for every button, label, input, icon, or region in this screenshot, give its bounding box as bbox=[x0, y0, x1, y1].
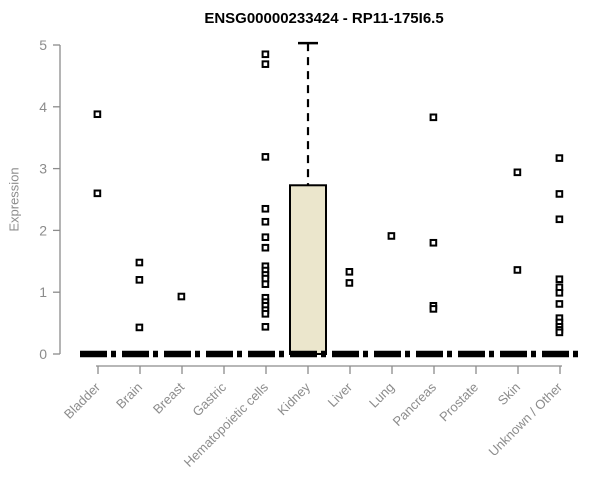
x-tick-label: Pancreas bbox=[390, 379, 440, 429]
outlier-point bbox=[261, 233, 270, 241]
x-tick-label: Brain bbox=[113, 380, 145, 412]
outlier-point bbox=[513, 266, 522, 274]
y-tick-label: 5 bbox=[39, 37, 47, 53]
outlier-point bbox=[261, 310, 270, 318]
outlier-point bbox=[135, 258, 144, 267]
outlier-point bbox=[555, 300, 564, 308]
outlier-point bbox=[555, 215, 564, 224]
x-tick-label: Skin bbox=[495, 380, 523, 408]
x-tick-label: Prostate bbox=[436, 380, 481, 425]
outlier-point bbox=[555, 154, 564, 162]
x-tick-label: Kidney bbox=[274, 379, 313, 418]
outlier-point bbox=[93, 189, 102, 198]
outlier-point bbox=[555, 289, 564, 297]
x-tick-label: Gastric bbox=[189, 379, 229, 419]
outlier-point bbox=[135, 323, 144, 332]
outlier-point bbox=[555, 190, 564, 198]
outlier-point bbox=[345, 268, 354, 276]
outlier-point bbox=[261, 153, 270, 161]
outlier-point bbox=[261, 323, 270, 331]
x-tick-label: Unknown / Other bbox=[486, 379, 566, 459]
x-tick-label: Liver bbox=[325, 379, 356, 410]
y-axis-title: Expression bbox=[6, 167, 22, 232]
outlier-point bbox=[429, 305, 438, 313]
outlier-point bbox=[429, 113, 438, 122]
chart-title: ENSG00000233424 - RP11-175I6.5 bbox=[204, 10, 444, 27]
y-tick-label: 1 bbox=[39, 284, 47, 300]
outlier-point bbox=[135, 276, 144, 284]
outlier-point bbox=[429, 238, 438, 247]
y-tick-label: 3 bbox=[39, 161, 47, 177]
outlier-point bbox=[261, 50, 270, 59]
outlier-point bbox=[177, 292, 186, 301]
outlier-point bbox=[261, 60, 270, 68]
outlier-point bbox=[555, 275, 564, 284]
x-tick-label: Bladder bbox=[61, 379, 104, 422]
outlier-point bbox=[387, 232, 396, 240]
outlier-point bbox=[345, 279, 354, 287]
outlier-point bbox=[555, 328, 564, 337]
outlier-point bbox=[93, 110, 102, 119]
outlier-point bbox=[261, 204, 270, 213]
y-tick-label: 4 bbox=[39, 99, 47, 115]
y-tick-label: 0 bbox=[39, 346, 47, 362]
outlier-point bbox=[261, 217, 270, 226]
x-tick-label: Breast bbox=[150, 379, 187, 416]
y-tick-label: 2 bbox=[39, 222, 47, 238]
outlier-point bbox=[261, 280, 270, 288]
x-tick-label: Lung bbox=[366, 380, 397, 411]
box-kidney bbox=[289, 184, 327, 355]
outlier-point bbox=[261, 243, 270, 252]
outlier-point bbox=[513, 168, 522, 177]
